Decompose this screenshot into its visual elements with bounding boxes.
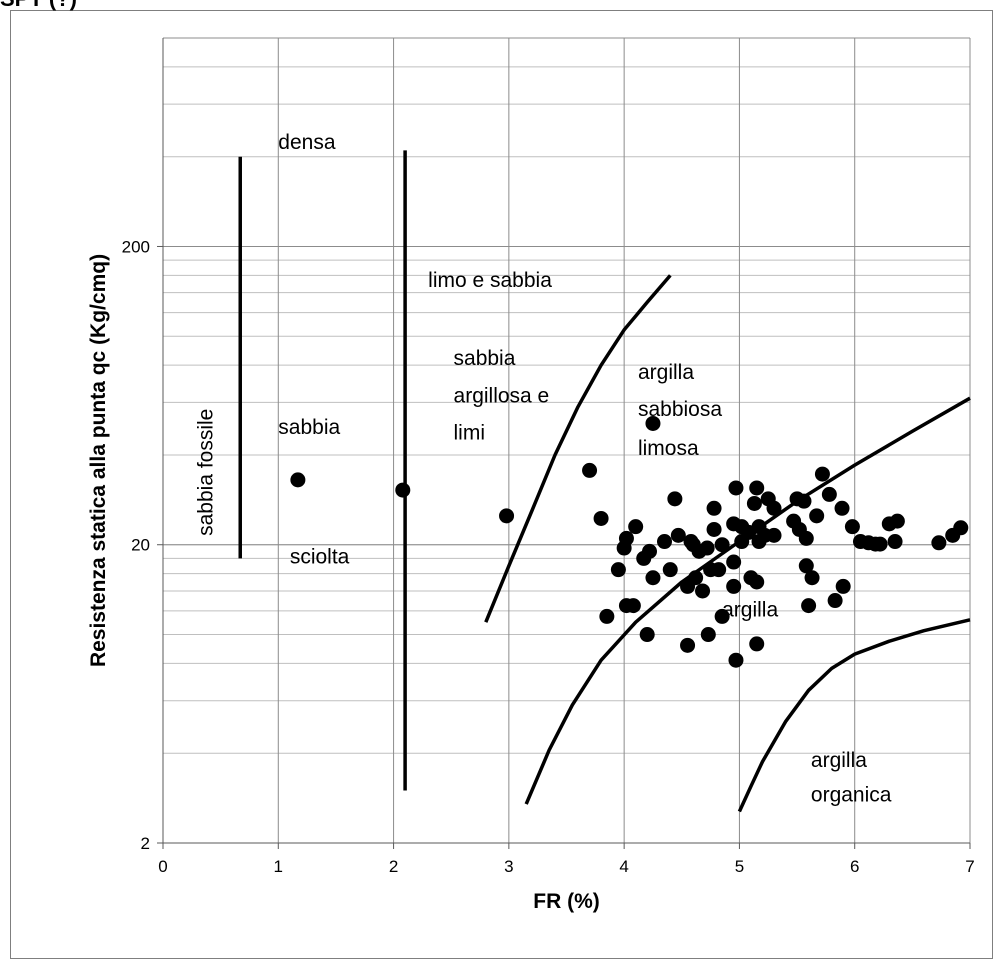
data-point <box>728 652 744 668</box>
data-point <box>628 519 644 535</box>
region-label: limosa <box>638 437 699 460</box>
boundary-curve <box>484 274 672 623</box>
data-point <box>887 534 903 550</box>
chart-frame <box>10 10 993 959</box>
data-point <box>801 598 817 614</box>
data-point <box>809 508 825 524</box>
region-label: densa <box>278 131 336 154</box>
data-point <box>656 534 672 550</box>
region-label: argillosa e <box>454 384 550 407</box>
data-point <box>680 637 696 653</box>
data-point <box>749 574 765 590</box>
x-tick-label: 1 <box>274 857 283 876</box>
data-point <box>639 627 655 643</box>
data-point <box>766 500 782 516</box>
data-point <box>711 562 727 578</box>
data-point <box>706 521 722 537</box>
data-point <box>714 608 730 624</box>
data-point <box>798 530 814 546</box>
data-point <box>931 535 947 551</box>
region-label: sciolta <box>290 546 350 569</box>
data-point <box>667 491 683 507</box>
x-tick-label: 2 <box>389 857 398 876</box>
gridlines <box>163 37 971 844</box>
data-point <box>726 554 742 570</box>
data-point <box>796 493 812 509</box>
data-point <box>798 558 814 574</box>
x-tick-label: 4 <box>619 857 628 876</box>
region-label: sabbiosa <box>638 398 722 421</box>
x-tick-label: 3 <box>504 857 513 876</box>
data-point <box>766 527 782 543</box>
y-tick-label: 2 <box>141 834 150 853</box>
data-point <box>685 537 701 553</box>
region-label: sabbia <box>278 416 340 439</box>
data-point <box>726 578 742 594</box>
data-point <box>599 608 615 624</box>
data-point <box>610 562 626 578</box>
data-point <box>844 519 860 535</box>
data-point <box>395 482 411 498</box>
data-point <box>625 598 641 614</box>
region-label: organica <box>811 784 892 807</box>
region-label: argilla <box>722 598 778 621</box>
data-point <box>804 570 820 586</box>
data-point <box>749 480 765 496</box>
data-point <box>582 462 598 478</box>
data-point <box>670 527 686 543</box>
data-point <box>814 466 830 482</box>
region-label: limo e sabbia <box>428 269 552 292</box>
data-point <box>706 500 722 516</box>
data-point <box>728 480 744 496</box>
y-tick-label: 200 <box>122 237 150 256</box>
region-label: argilla <box>638 361 694 384</box>
data-point <box>699 540 715 556</box>
data-point <box>835 578 851 594</box>
y-tick-label: 20 <box>131 536 150 555</box>
data-point <box>872 536 888 552</box>
data-point <box>662 562 678 578</box>
data-point <box>889 513 905 529</box>
region-label: sabbia <box>454 347 516 370</box>
x-tick-label: 6 <box>850 857 859 876</box>
data-point <box>827 593 843 609</box>
x-axis-title: FR (%) <box>533 890 600 913</box>
corner-label: SPT (?) <box>0 0 77 12</box>
data-point <box>593 510 609 526</box>
data-point <box>700 627 716 643</box>
x-tick-label: 5 <box>735 857 744 876</box>
data-point <box>695 583 711 599</box>
region-label: sabbia fossile <box>195 409 218 536</box>
data-point <box>688 570 704 586</box>
data-point <box>616 540 632 556</box>
data-point <box>821 486 837 502</box>
data-point <box>290 472 306 488</box>
data-point <box>645 415 661 431</box>
data-point <box>645 570 661 586</box>
x-tick-label: 0 <box>158 857 167 876</box>
region-label: argilla <box>811 749 867 772</box>
data-point <box>636 550 652 566</box>
region-label: limi <box>454 422 486 445</box>
data-point <box>499 508 515 524</box>
data-point <box>714 537 730 553</box>
data-point <box>751 534 767 550</box>
data-point <box>953 520 969 536</box>
y-axis-title: Resistenza statica alla punta qc (Kg/cmq… <box>87 254 110 667</box>
data-point <box>749 636 765 652</box>
data-point <box>746 495 762 511</box>
boundary-curve <box>737 618 971 813</box>
data-point <box>734 534 750 550</box>
data-points <box>290 415 969 668</box>
data-point <box>834 500 850 516</box>
x-tick-label: 7 <box>965 857 974 876</box>
